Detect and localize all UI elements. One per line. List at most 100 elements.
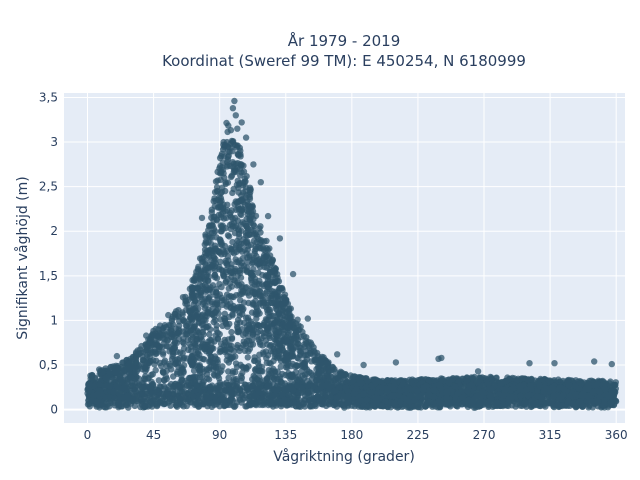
- scatter-point: [416, 400, 423, 407]
- scatter-point: [368, 389, 375, 396]
- scatter-points: [84, 97, 620, 411]
- scatter-point: [133, 356, 140, 363]
- scatter-point: [484, 398, 492, 406]
- scatter-point: [297, 384, 305, 391]
- scatter-point: [121, 366, 128, 374]
- scatter-point: [92, 398, 100, 405]
- scatter-point: [494, 399, 501, 406]
- scatter-point: [485, 403, 492, 410]
- scatter-point: [586, 402, 593, 410]
- scatter-point: [557, 384, 564, 391]
- scatter-point: [85, 387, 93, 394]
- scatter-point: [242, 403, 249, 410]
- scatter-point: [510, 384, 517, 391]
- scatter-point: [193, 268, 200, 276]
- scatter-point: [596, 388, 603, 396]
- scatter-point: [224, 323, 231, 330]
- scatter-point: [111, 399, 118, 407]
- scatter-point: [499, 402, 507, 410]
- scatter-point: [331, 387, 338, 395]
- scatter-point: [152, 325, 159, 333]
- scatter-point: [297, 348, 304, 355]
- scatter-point: [424, 399, 431, 407]
- scatter-point: [199, 373, 206, 381]
- scatter-point: [525, 392, 532, 399]
- scatter-point: [313, 349, 321, 357]
- scatter-point: [414, 393, 422, 400]
- scatter-point: [544, 400, 552, 407]
- scatter-point: [457, 384, 465, 391]
- scatter-point: [307, 387, 314, 394]
- scatter-point: [272, 294, 279, 302]
- scatter-point: [251, 366, 259, 373]
- scatter-point: [112, 365, 120, 372]
- scatter-point: [133, 368, 141, 375]
- scatter-point: [390, 385, 397, 393]
- scatter-point: [238, 248, 246, 255]
- scatter-point: [344, 392, 352, 400]
- scatter-point: [253, 315, 260, 322]
- scatter-point: [103, 375, 111, 383]
- scatter-point: [190, 367, 198, 374]
- scatter-point: [184, 390, 191, 398]
- scatter-point: [572, 382, 579, 390]
- scatter-point: [305, 397, 312, 404]
- scatter-point: [303, 355, 311, 363]
- scatter-point: [608, 390, 615, 397]
- scatter-point: [127, 374, 135, 381]
- scatter-point: [160, 383, 168, 390]
- scatter-point: [579, 403, 586, 410]
- scatter-point: [148, 371, 155, 379]
- scatter-point: [235, 267, 243, 275]
- scatter-point: [458, 400, 466, 408]
- scatter-point: [110, 388, 117, 396]
- scatter-point: [537, 394, 545, 402]
- scatter-point: [168, 317, 176, 325]
- scatter-point: [349, 398, 356, 405]
- scatter-point: [202, 249, 209, 257]
- scatter-point: [550, 392, 558, 399]
- scatter-point: [225, 374, 232, 381]
- scatter-point: [168, 356, 176, 363]
- scatter-point: [221, 310, 228, 317]
- scatter-point: [180, 403, 187, 410]
- scatter-point: [292, 335, 300, 343]
- scatter-point: [327, 373, 334, 380]
- scatter-point: [244, 332, 252, 340]
- scatter-point: [161, 357, 169, 364]
- scatter-point: [312, 358, 319, 366]
- scatter-point: [119, 359, 126, 366]
- scatter-point: [312, 402, 319, 410]
- scatter-point: [191, 322, 198, 329]
- scatter-point: [257, 237, 265, 244]
- scatter-point: [218, 367, 225, 374]
- scatter-point: [225, 285, 232, 292]
- scatter-point: [357, 397, 364, 404]
- scatter-point: [493, 374, 500, 381]
- scatter-point: [195, 403, 202, 410]
- scatter-point: [565, 382, 572, 389]
- scatter-point: [86, 381, 93, 389]
- scatter-point: [172, 311, 179, 318]
- scatter-point: [479, 374, 486, 381]
- scatter-point: [254, 385, 261, 392]
- scatter-point: [234, 217, 241, 224]
- scatter-point: [125, 360, 133, 368]
- scatter-point: [522, 399, 529, 406]
- scatter-point: [213, 188, 221, 195]
- scatter-point: [537, 375, 544, 383]
- scatter-point: [126, 365, 133, 373]
- scatter-point: [120, 384, 127, 392]
- scatter-point: [155, 377, 163, 384]
- scatter-point: [453, 402, 460, 410]
- scatter-point: [322, 399, 329, 406]
- scatter-point: [238, 391, 245, 399]
- scatter-point: [106, 383, 113, 390]
- scatter-point: [144, 359, 151, 367]
- scatter-point: [323, 392, 331, 399]
- scatter-point: [157, 399, 165, 407]
- scatter-point: [420, 386, 427, 393]
- scatter-point: [528, 376, 535, 383]
- scatter-point: [330, 401, 338, 409]
- scatter-point: [96, 402, 104, 409]
